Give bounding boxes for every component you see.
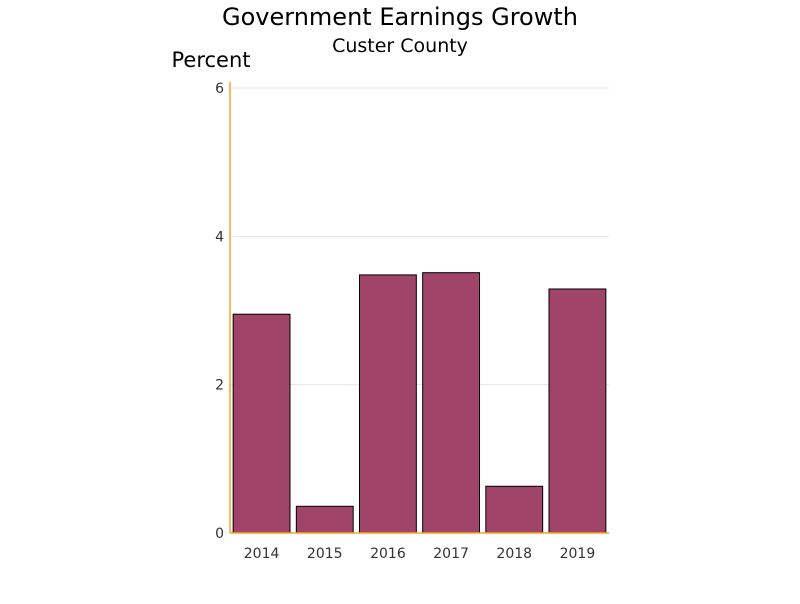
y-axis-label: Percent	[171, 48, 250, 72]
bar-2018	[485, 485, 544, 534]
gridlines	[230, 87, 609, 386]
axes	[229, 82, 609, 534]
y-tick-label: 2	[215, 378, 224, 394]
x-tick-label: 2016	[370, 546, 406, 562]
x-tick-label: 2015	[307, 546, 343, 562]
x-axis-ticks: 2014 2015 2016 2017 2018 2019	[244, 546, 595, 562]
y-tick-label: 4	[215, 229, 224, 245]
chart-subtitle: Custer County	[332, 35, 468, 57]
bar-2016	[358, 274, 417, 534]
y-tick-label: 0	[215, 526, 224, 542]
x-tick-label: 2019	[560, 546, 596, 562]
bar-2019	[548, 288, 607, 534]
chart-title: Government Earnings Growth	[222, 3, 578, 31]
bar-2014	[232, 313, 291, 534]
y-tick-label: 6	[215, 81, 224, 97]
y-axis-ticks: 0 2 4 6	[215, 81, 224, 542]
bar-2015	[295, 505, 354, 534]
x-tick-label: 2014	[244, 546, 280, 562]
x-tick-label: 2017	[433, 546, 469, 562]
bar-2017	[422, 272, 481, 534]
x-tick-label: 2018	[496, 546, 532, 562]
bars	[232, 272, 607, 534]
